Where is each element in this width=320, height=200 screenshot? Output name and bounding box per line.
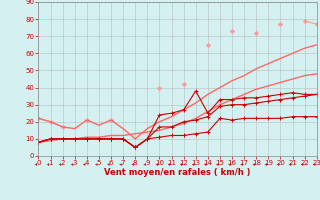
X-axis label: Vent moyen/en rafales ( km/h ): Vent moyen/en rafales ( km/h )	[104, 168, 251, 177]
